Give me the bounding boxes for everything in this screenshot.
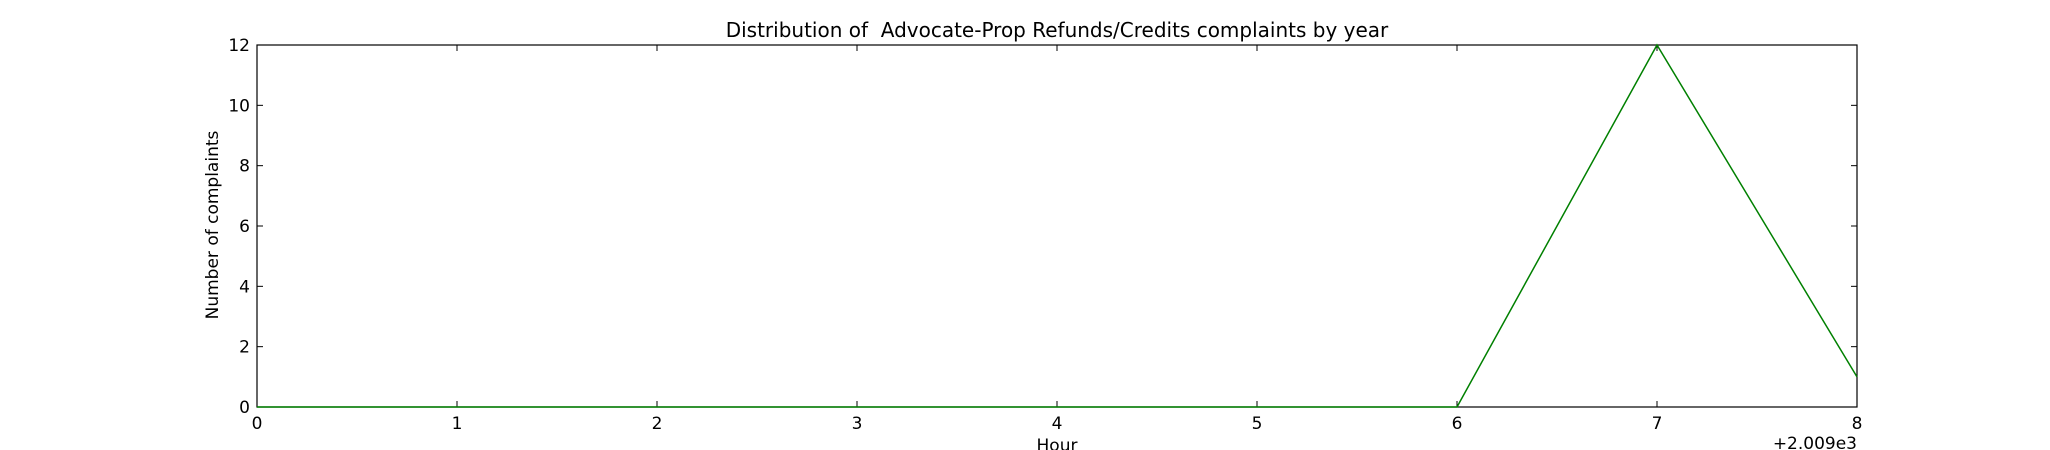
x-tick-label: 4 — [1052, 414, 1063, 434]
x-tick-label: 8 — [1852, 414, 1863, 434]
series-line — [257, 43, 1858, 408]
x-offset-label: +2.009e3 — [1773, 434, 1857, 450]
x-tick-label: 0 — [252, 414, 263, 434]
x-tick-label: 6 — [1452, 414, 1463, 434]
plot-area — [256, 44, 1858, 408]
y-tick-label: 10 — [228, 96, 250, 116]
chart-title: Distribution of Advocate-Prop Refunds/Cr… — [726, 18, 1389, 42]
y-tick-label: 6 — [239, 217, 250, 237]
x-tick-label: 2 — [652, 414, 663, 434]
x-tick-label: 5 — [1252, 414, 1263, 434]
x-tick-label: 3 — [852, 414, 863, 434]
y-tick-label: 2 — [239, 338, 250, 358]
series-layer — [257, 43, 1858, 408]
y-tick-label: 4 — [239, 277, 250, 297]
y-axis: 0 2 4 6 8 10 12 — [228, 36, 1857, 418]
x-axis: 0 1 2 3 4 5 6 7 8 — [252, 45, 1863, 434]
y-axis-label: Number of complaints — [203, 130, 223, 319]
x-tick-label: 1 — [452, 414, 463, 434]
plot-frame — [256, 44, 1858, 408]
y-tick-label: 0 — [239, 398, 250, 418]
y-tick-label: 8 — [239, 157, 250, 177]
x-tick-label: 7 — [1652, 414, 1663, 434]
y-tick-label: 12 — [228, 36, 250, 56]
x-axis-label: Hour — [1037, 436, 1078, 450]
